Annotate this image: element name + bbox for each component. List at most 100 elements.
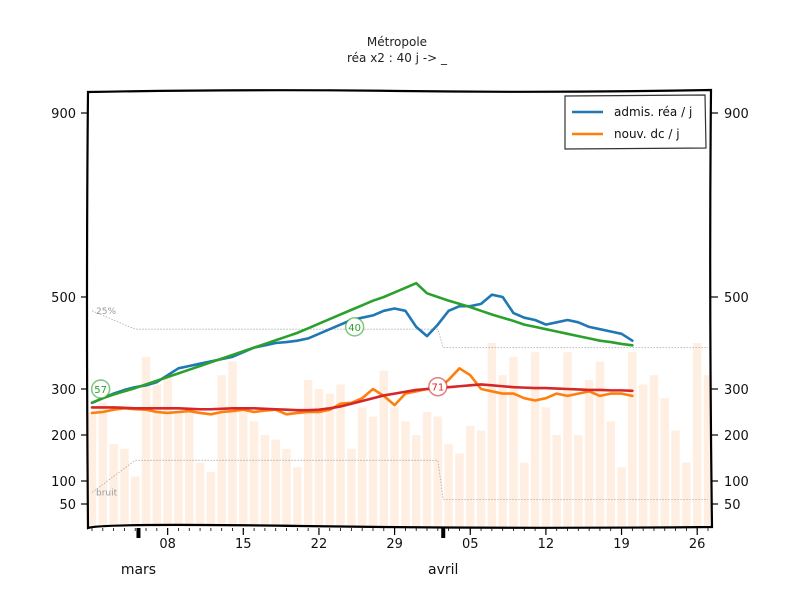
month-marker	[441, 528, 446, 538]
bar	[390, 407, 399, 527]
bar	[520, 462, 529, 527]
bar	[671, 430, 680, 527]
y-tick-label: 50	[724, 498, 741, 513]
y-tick-label: 50	[59, 498, 76, 513]
bar	[271, 439, 280, 527]
bar	[433, 416, 443, 527]
bar	[303, 379, 313, 527]
badge-circle	[344, 317, 365, 337]
y-axis-left: 50 100 200 300 500 900	[51, 107, 88, 513]
bar	[260, 435, 270, 527]
bar	[444, 444, 453, 527]
x-tick-label: 08	[159, 537, 176, 552]
bar	[109, 444, 118, 527]
y-tick-label: 100	[51, 475, 76, 490]
y-tick-label: 300	[724, 383, 749, 398]
series-line	[90, 281, 634, 405]
bar	[87, 412, 97, 527]
y-tick-label: 900	[724, 107, 749, 122]
bar	[249, 421, 259, 527]
bar	[422, 412, 432, 527]
y-tick-label: 100	[724, 475, 749, 490]
y-tick-label: 300	[51, 383, 76, 398]
bar	[174, 412, 183, 527]
bar	[206, 471, 216, 527]
bar	[509, 356, 518, 527]
bar	[141, 356, 151, 527]
legend: admis. réa / j nouv. dc / j	[564, 94, 707, 150]
bar	[574, 435, 583, 527]
bar-series	[87, 343, 713, 527]
bar	[606, 421, 615, 527]
y-tick-label: 500	[724, 291, 749, 306]
reference-line	[91, 459, 708, 500]
bar	[282, 448, 291, 527]
series-line	[90, 383, 634, 412]
x-tick-label: 05	[462, 537, 479, 552]
bar	[638, 384, 648, 527]
line-series	[90, 281, 634, 416]
bar	[357, 407, 367, 527]
bar	[584, 379, 594, 527]
reference-label: 25%	[96, 307, 116, 317]
badge-label: 57	[94, 385, 107, 396]
x-tick-label: 15	[235, 537, 252, 552]
bar	[595, 361, 605, 527]
y-tick-label: 500	[51, 291, 76, 306]
bar	[120, 448, 129, 527]
bar	[563, 352, 572, 527]
series-line	[90, 366, 634, 416]
month-marker	[136, 528, 141, 538]
reference-line	[91, 310, 708, 349]
bar	[217, 375, 226, 527]
bar	[368, 416, 378, 527]
bar	[692, 343, 702, 527]
bar	[401, 421, 410, 527]
bar	[628, 352, 637, 527]
bar	[476, 430, 486, 527]
y-tick-label: 900	[51, 107, 76, 122]
x-tick-label: 12	[538, 537, 555, 552]
badge-circle	[90, 379, 111, 399]
badge-label: 71	[431, 383, 444, 394]
bar	[314, 389, 324, 527]
bar	[336, 384, 345, 527]
bar	[617, 467, 626, 527]
x-axis: 08 15 22 29 05 12 19 26 mars avril	[91, 528, 709, 578]
reference-lines: 25% bruit	[91, 307, 708, 500]
chart-title: Métropole	[367, 35, 427, 49]
bar	[649, 375, 659, 527]
legend-box	[564, 94, 707, 150]
badges: 57 40 71	[90, 317, 448, 399]
badge-label: 40	[348, 323, 361, 334]
month-label: avril	[428, 562, 458, 578]
legend-label-dc: nouv. dc / j	[614, 127, 680, 141]
bar	[239, 407, 248, 527]
bar	[347, 448, 356, 527]
x-tick-label: 26	[689, 537, 706, 552]
bar	[498, 375, 507, 527]
bar	[185, 407, 194, 527]
bar	[379, 370, 389, 527]
bar	[195, 462, 205, 527]
y-tick-label: 200	[724, 429, 749, 444]
bar	[465, 425, 475, 527]
bar	[703, 375, 713, 527]
bar	[552, 435, 561, 527]
reference-label: bruit	[96, 489, 118, 499]
bar	[411, 435, 421, 527]
legend-label-rea: admis. réa / j	[614, 105, 692, 119]
bar	[541, 407, 551, 527]
bar	[293, 467, 302, 527]
month-label: mars	[121, 562, 156, 578]
bar	[163, 377, 172, 527]
bar	[228, 361, 237, 527]
badge-circle	[428, 376, 448, 397]
x-tick-label: 19	[613, 537, 630, 552]
chart-subtitle: réa x2 : 40 j -> _	[347, 51, 448, 65]
bar	[660, 398, 670, 527]
y-axis-right: 50 100 200 300 500 900	[711, 107, 749, 513]
bar	[455, 453, 464, 527]
bar	[98, 402, 108, 527]
